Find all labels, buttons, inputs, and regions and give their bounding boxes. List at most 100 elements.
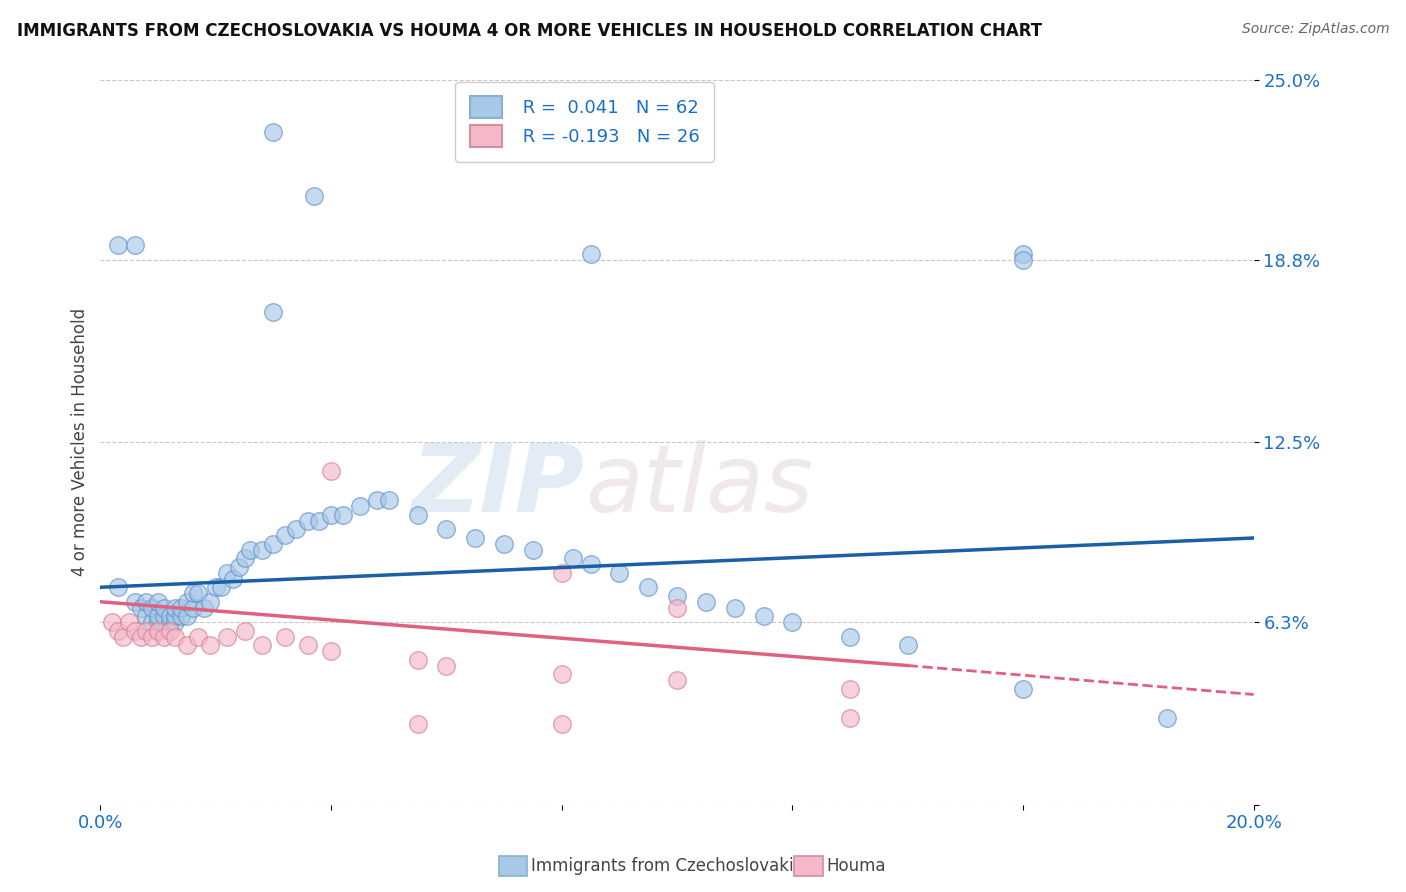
Point [666, 600, 689, 615]
Point [695, 595, 717, 609]
Point [839, 681, 862, 696]
Point [141, 600, 163, 615]
Point [319, 644, 342, 658]
Point [181, 600, 204, 615]
Text: Source: ZipAtlas.com: Source: ZipAtlas.com [1241, 22, 1389, 37]
Point [724, 600, 747, 615]
Point [1012, 681, 1035, 696]
Point [159, 609, 181, 624]
Point [551, 716, 574, 731]
Point [187, 630, 209, 644]
Point [176, 609, 198, 624]
Point [107, 624, 129, 638]
Point [124, 238, 146, 252]
Point [146, 609, 169, 624]
Point [406, 716, 429, 731]
Point [839, 711, 862, 725]
Point [152, 609, 174, 624]
Point [176, 595, 198, 609]
Point [297, 514, 319, 528]
Point [159, 624, 181, 638]
Point [579, 557, 602, 571]
Point [250, 638, 273, 652]
Point [308, 514, 330, 528]
Point [609, 566, 631, 580]
Point [274, 528, 297, 542]
Point [135, 624, 157, 638]
Point [135, 595, 157, 609]
Point [297, 638, 319, 652]
Point [250, 542, 273, 557]
Text: ZIP: ZIP [412, 440, 585, 532]
Point [152, 630, 174, 644]
Point [204, 580, 226, 594]
Point [146, 615, 169, 629]
Point [274, 630, 297, 644]
Point [782, 615, 804, 629]
Point [129, 600, 152, 615]
Point [434, 522, 457, 536]
Point [752, 609, 775, 624]
Point [165, 615, 187, 629]
Point [637, 580, 659, 594]
Point [366, 493, 388, 508]
Point [211, 580, 233, 594]
Point [551, 667, 574, 681]
Point [233, 624, 256, 638]
Point [349, 499, 371, 513]
Point [198, 595, 221, 609]
Point [135, 609, 157, 624]
Point [198, 638, 221, 652]
Point [562, 551, 585, 566]
Point [124, 595, 146, 609]
Point [146, 624, 169, 638]
Point [464, 531, 486, 545]
Point [262, 537, 284, 551]
Point [118, 615, 141, 629]
Point [332, 508, 354, 522]
Point [262, 305, 284, 319]
Point [319, 464, 342, 478]
Point [217, 630, 239, 644]
Point [165, 609, 187, 624]
Point [262, 125, 284, 139]
Point [124, 624, 146, 638]
Point [141, 630, 163, 644]
Point [159, 615, 181, 629]
Point [522, 542, 544, 557]
Point [170, 609, 193, 624]
Point [146, 595, 169, 609]
Point [165, 600, 187, 615]
Point [302, 189, 325, 203]
Point [107, 238, 129, 252]
Point [228, 560, 250, 574]
Text: atlas: atlas [585, 441, 813, 532]
Point [176, 638, 198, 652]
Point [239, 542, 262, 557]
Point [112, 630, 135, 644]
Point [839, 630, 862, 644]
Point [377, 493, 399, 508]
Text: Immigrants from Czechoslovakia: Immigrants from Czechoslovakia [531, 857, 804, 875]
Point [181, 586, 204, 600]
Legend:  R =  0.041   N = 62,  R = -0.193   N = 26: R = 0.041 N = 62, R = -0.193 N = 26 [456, 82, 714, 162]
Point [141, 615, 163, 629]
Point [551, 566, 574, 580]
Point [187, 586, 209, 600]
Text: Houma: Houma [827, 857, 886, 875]
Point [107, 580, 129, 594]
Point [1012, 247, 1035, 261]
Y-axis label: 4 or more Vehicles in Household: 4 or more Vehicles in Household [72, 309, 89, 576]
Point [101, 615, 124, 629]
Point [406, 508, 429, 522]
Point [193, 600, 215, 615]
Point [152, 600, 174, 615]
Point [170, 600, 193, 615]
Point [897, 638, 920, 652]
Point [579, 247, 602, 261]
Point [406, 653, 429, 667]
Point [666, 673, 689, 687]
Point [222, 572, 245, 586]
Point [129, 630, 152, 644]
Point [434, 658, 457, 673]
